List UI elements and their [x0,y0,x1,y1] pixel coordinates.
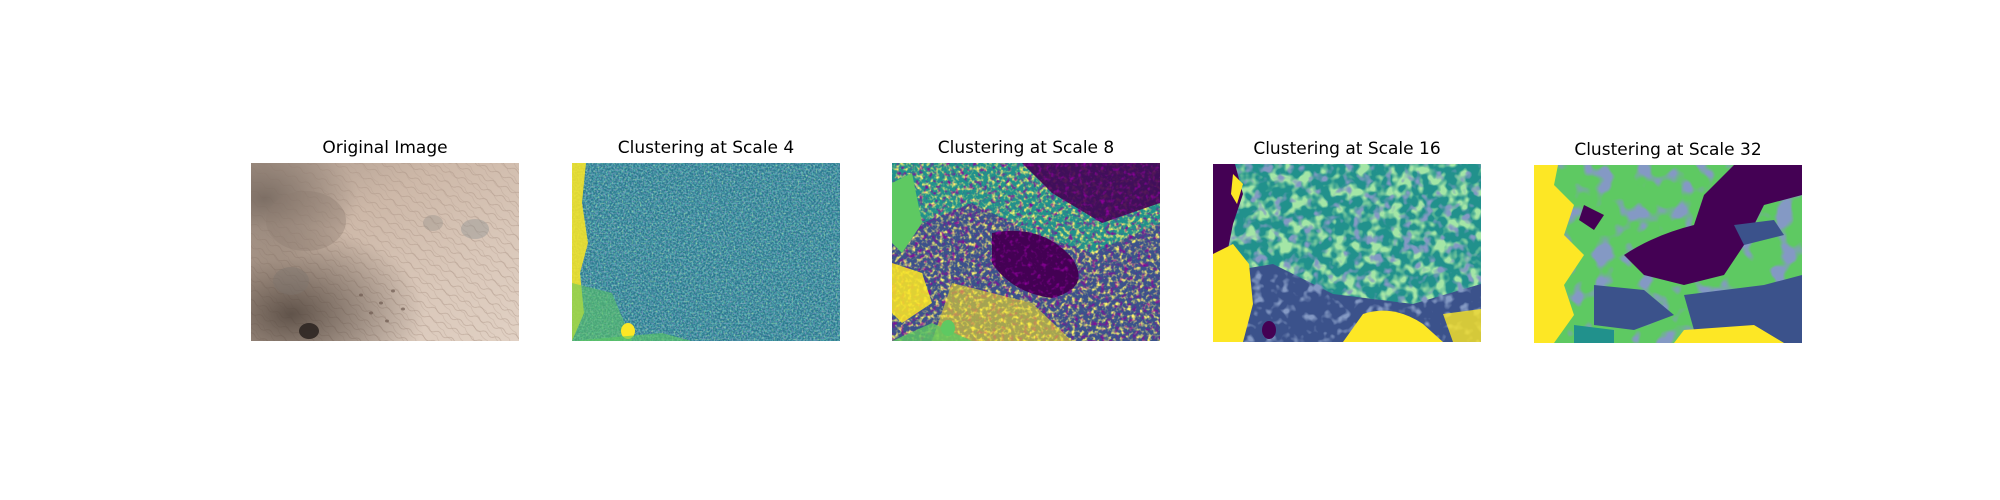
panel-title: Clustering at Scale 32 [1574,140,1762,160]
cluster-map-scale-16 [1213,164,1481,342]
panel-title: Clustering at Scale 8 [937,138,1115,158]
cluster-map-scale-32 [1534,165,1802,343]
panel-title: Original Image [322,138,448,158]
original-image [251,163,519,341]
cluster-map-scale-8 [892,163,1160,341]
panel-title: Clustering at Scale 16 [1253,139,1441,159]
panel-title: Clustering at Scale 4 [617,138,795,158]
cluster-map-scale-4 [572,163,840,341]
